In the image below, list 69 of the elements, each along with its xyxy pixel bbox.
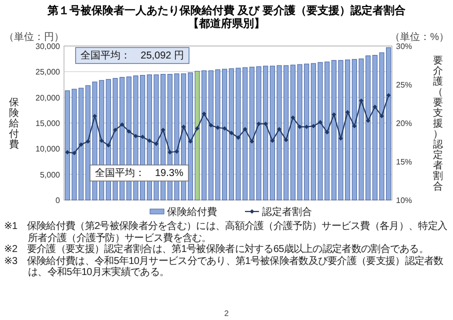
y-tick-label: 25,000	[36, 68, 61, 77]
point	[147, 138, 152, 143]
point	[324, 130, 330, 134]
point	[229, 130, 234, 136]
y2-tick-label: 25%	[396, 80, 412, 90]
point	[277, 126, 282, 132]
point	[78, 142, 84, 147]
point	[106, 143, 111, 148]
y-tick-label: 5,000	[40, 170, 61, 180]
point	[298, 124, 302, 130]
point	[160, 128, 166, 132]
point	[195, 126, 200, 131]
point	[242, 126, 248, 132]
point	[181, 124, 186, 130]
point	[304, 124, 309, 130]
point	[188, 139, 193, 144]
point	[270, 138, 275, 143]
point	[65, 150, 70, 154]
point	[202, 112, 206, 116]
point	[154, 142, 158, 146]
point	[345, 110, 350, 114]
text: （単位：円）	[4, 31, 64, 43]
point	[263, 122, 268, 126]
point	[168, 150, 172, 154]
point	[332, 112, 336, 117]
text: ※3 保険給付費は、令和5年10月サービス分であり、第1号被保険者数及び要介護（要支援）認定者数は、令和5年10月末実績である。	[4, 256, 444, 278]
point	[216, 125, 220, 130]
y-tick-label: 10,000	[36, 144, 61, 154]
y-tick-label: 30,000	[36, 42, 61, 51]
point	[352, 124, 357, 128]
text: ※1 保険給付費（第2号被保険者分を含む）には、高額介護（介護予防）サービス費（各月）、特定入所者介護（介護予防）サービス費を含む。	[4, 221, 448, 244]
legend-label: 認定者割合	[262, 206, 312, 218]
point	[284, 138, 288, 142]
legend-label: 保険給付費	[167, 206, 217, 218]
annotation: 全国平均： 25,092 円	[80, 50, 184, 62]
point	[386, 93, 391, 98]
point	[236, 135, 240, 140]
y2-tick-label: 20%	[396, 119, 412, 128]
y2-tick-label: 10%	[396, 196, 412, 205]
point	[99, 138, 104, 143]
point	[311, 124, 316, 128]
point	[318, 120, 322, 124]
point	[366, 118, 370, 123]
point	[250, 139, 254, 144]
chart-title: 第１号被保険者一人あたり保険給付費 及び 要介護（要支援）認定者割合	[46, 4, 407, 17]
y2-tick-label: 30%	[396, 42, 412, 51]
point	[208, 123, 214, 128]
annotation: 全国平均： 19.3%	[94, 167, 184, 179]
point	[134, 134, 138, 138]
y-tick-label: 20,000	[36, 93, 61, 102]
text: ※2 要介護（要支援）認定者割合は、第1号被保険者に対する65歳以上の認定者数の割合である。	[4, 244, 430, 256]
point	[113, 128, 118, 132]
y-tick-label: 0	[56, 196, 61, 205]
y-tick-label: 15,000	[36, 119, 61, 128]
point	[380, 114, 384, 118]
text: 要介護（要支援）認定者割合	[433, 56, 443, 192]
point	[256, 122, 261, 126]
text: （単位：%）	[390, 31, 449, 43]
point	[86, 139, 90, 144]
text: 2	[224, 309, 230, 318]
chart-subtitle: 【都道府県別】	[188, 17, 265, 30]
point	[372, 104, 378, 110]
point	[290, 115, 296, 120]
y-axis-title: 保険給付費	[8, 98, 19, 150]
point	[140, 134, 145, 140]
point	[222, 126, 227, 131]
y2-tick-label: 15%	[396, 158, 412, 166]
point	[126, 129, 132, 134]
point	[120, 122, 124, 127]
